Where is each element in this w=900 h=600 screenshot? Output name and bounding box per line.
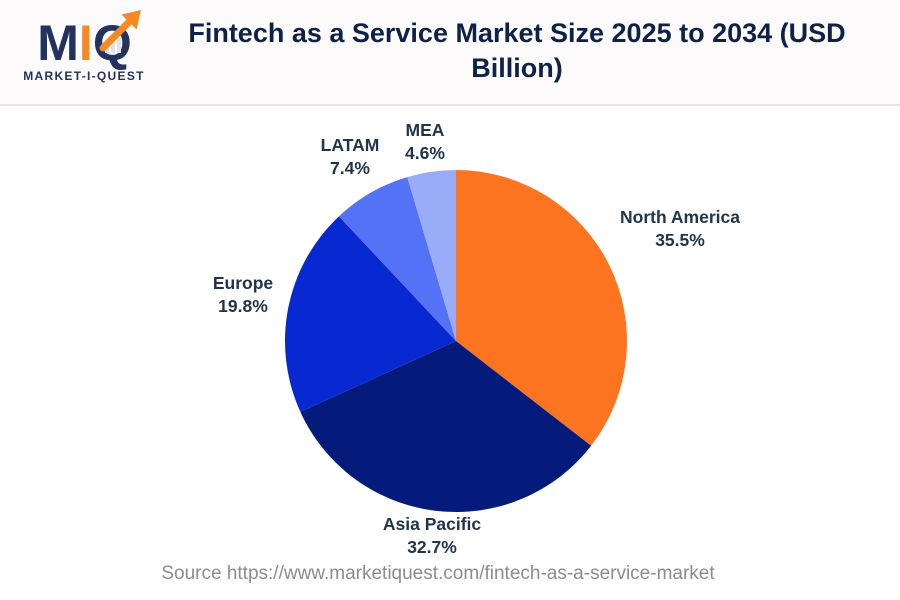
pie-slice-asia-pacific [300, 341, 592, 513]
logo: M I Q MARKET-I-QUEST [14, 9, 154, 83]
slice-percent: 19.8% [218, 296, 268, 316]
pie-label-latam: LATAM 7.4% [321, 134, 380, 180]
pie-slice-europe [284, 216, 456, 412]
bar-chart-icon [104, 37, 121, 53]
pie-chart [284, 170, 628, 513]
logo-letter-i: I [78, 14, 93, 71]
logo-letters: M I Q [37, 9, 141, 71]
slice-name: MEA [405, 120, 445, 140]
pie-slice-north-america [456, 170, 628, 446]
pie-label-europe: Europe 19.8% [213, 272, 273, 318]
slice-name: LATAM [320, 135, 380, 155]
slice-name: Asia Pacific [382, 514, 482, 534]
logo-letter-q: Q [93, 9, 141, 68]
page-title: Fintech as a Service Market Size 2025 to… [188, 17, 846, 83]
pie-label-asia-pacific: Asia Pacific 32.7% [383, 513, 481, 559]
slice-percent: 35.5% [655, 230, 705, 250]
slice-name: North America [620, 207, 740, 227]
header: M I Q MARKET-I-QUEST Fintech as a Servic… [0, 0, 900, 106]
slice-name: Europe [212, 273, 274, 293]
slice-percent: 4.6% [405, 143, 445, 163]
slice-percent: 7.4% [330, 158, 370, 178]
source-text: Source https://www.marketiquest.com/fint… [161, 563, 715, 584]
pie-slice-latam [338, 177, 456, 341]
slice-percent: 32.7% [407, 537, 457, 557]
pie-slice-mea [407, 170, 456, 341]
pie-label-mea: MEA 4.6% [405, 119, 445, 165]
logo-letter-m: M [37, 14, 79, 71]
logo-tagline: MARKET-I-QUEST [23, 68, 145, 83]
pie-label-north-america: North America 35.5% [620, 206, 740, 252]
